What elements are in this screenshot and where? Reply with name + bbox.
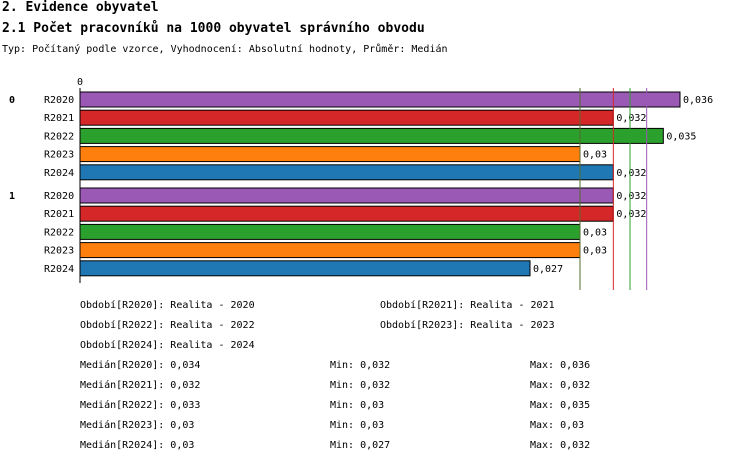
data-label-0-r2023: 0,03: [583, 150, 607, 161]
data-label-1-r2020: 0,032: [616, 191, 646, 202]
legend-period-r2020: Období[R2020]: Realita - 2020: [80, 300, 255, 311]
stat-min-r2021: Min: 0,032: [330, 380, 390, 391]
data-label-1-r2021: 0,032: [616, 209, 646, 220]
data-label-0-r2022: 0,035: [666, 131, 696, 142]
stat-median-r2023: Medián[R2023]: 0,03: [80, 420, 194, 431]
category-label-0-r2021: R2021: [44, 113, 74, 124]
data-label-0-r2021: 0,032: [616, 113, 646, 124]
stat-max-r2024: Max: 0,032: [530, 440, 590, 451]
section-heading: 2. Evidence obyvatel: [2, 0, 159, 15]
category-label-1-r2024: R2024: [44, 264, 74, 275]
bar-1-r2023: [80, 243, 580, 258]
bar-1-r2022: [80, 224, 580, 239]
stat-min-r2024: Min: 0,027: [330, 440, 390, 451]
legend-period-r2022: Období[R2022]: Realita - 2022: [80, 320, 255, 331]
group-label-0: 0: [9, 95, 15, 106]
category-label-1-r2021: R2021: [44, 209, 74, 220]
stat-max-r2022: Max: 0,035: [530, 400, 590, 411]
data-label-1-r2024: 0,027: [533, 264, 563, 275]
stat-max-r2020: Max: 0,036: [530, 360, 590, 371]
stat-min-r2023: Min: 0,03: [330, 420, 384, 431]
category-label-1-r2022: R2022: [44, 227, 74, 238]
stat-max-r2021: Max: 0,032: [530, 380, 590, 391]
category-label-1-r2020: R2020: [44, 191, 74, 202]
stat-median-r2020: Medián[R2020]: 0,034: [80, 360, 200, 371]
stat-min-r2022: Min: 0,03: [330, 400, 384, 411]
data-label-0-r2024: 0,032: [616, 168, 646, 179]
category-label-0-r2024: R2024: [44, 168, 74, 179]
stat-median-r2022: Medián[R2022]: 0,033: [80, 400, 200, 411]
data-label-0-r2020: 0,036: [683, 95, 713, 106]
category-label-0-r2023: R2023: [44, 150, 74, 161]
chart-title: 2.1 Počet pracovníků na 1000 obyvatel sp…: [2, 21, 425, 36]
axis-zero-label: 0: [77, 77, 83, 88]
stat-max-r2023: Max: 0,03: [530, 420, 584, 431]
stat-median-r2021: Medián[R2021]: 0,032: [80, 380, 200, 391]
category-label-0-r2020: R2020: [44, 95, 74, 106]
data-label-1-r2023: 0,03: [583, 246, 607, 257]
category-label-1-r2023: R2023: [44, 246, 74, 257]
bar-1-r2021: [80, 206, 613, 221]
legend-period-r2023: Období[R2023]: Realita - 2023: [380, 320, 555, 331]
stat-median-r2024: Medián[R2024]: 0,03: [80, 440, 194, 451]
stat-min-r2020: Min: 0,032: [330, 360, 390, 371]
bar-0-r2022: [80, 128, 663, 143]
bar-0-r2023: [80, 147, 580, 162]
data-label-1-r2022: 0,03: [583, 227, 607, 238]
group-label-1: 1: [9, 191, 15, 202]
bar-1-r2020: [80, 188, 613, 203]
legend-period-r2021: Období[R2021]: Realita - 2021: [380, 300, 555, 311]
bar-1-r2024: [80, 261, 530, 276]
bar-0-r2021: [80, 110, 613, 125]
chart-subtitle: Typ: Počítaný podle vzorce, Vyhodnocení:…: [2, 44, 448, 55]
category-label-0-r2022: R2022: [44, 131, 74, 142]
legend-period-r2024: Období[R2024]: Realita - 2024: [80, 340, 255, 351]
bar-0-r2024: [80, 165, 613, 180]
bar-0-r2020: [80, 92, 680, 107]
